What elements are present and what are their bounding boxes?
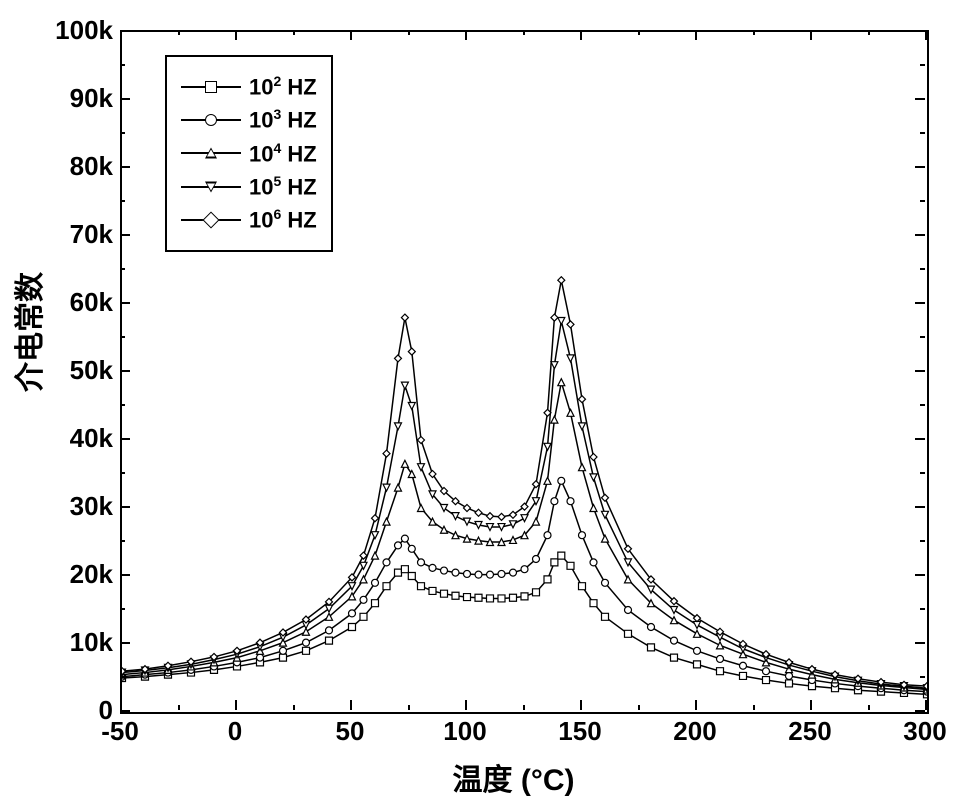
y-tick-label: 30k	[45, 491, 113, 522]
legend-item: 103 HZ	[181, 106, 317, 133]
y-tick-label: 50k	[45, 355, 113, 386]
y-axis-label: 介电常数	[5, 362, 49, 392]
y-tick-label: 70k	[45, 219, 113, 250]
x-tick-label: 300	[900, 716, 950, 747]
x-tick-label: 100	[440, 716, 490, 747]
y-tick-label: 40k	[45, 423, 113, 454]
x-tick-label: 0	[210, 716, 260, 747]
chart-container: 介电常数 温度 (°C) 102 HZ 103 HZ 104 HZ 105 HZ 106…	[0, 0, 974, 811]
y-tick-label: 0	[45, 695, 113, 726]
legend-label: 105 HZ	[249, 173, 317, 200]
legend: 102 HZ 103 HZ 104 HZ 105 HZ 106 HZ	[165, 55, 333, 252]
legend-label: 103 HZ	[249, 106, 317, 133]
y-tick-label: 10k	[45, 627, 113, 658]
y-tick-label: 90k	[45, 83, 113, 114]
legend-label: 102 HZ	[249, 73, 317, 100]
legend-item: 106 HZ	[181, 206, 317, 233]
legend-item: 104 HZ	[181, 140, 317, 167]
y-tick-label: 80k	[45, 151, 113, 182]
x-tick-label: 250	[785, 716, 835, 747]
x-tick-label: 200	[670, 716, 720, 747]
legend-item: 102 HZ	[181, 73, 317, 100]
legend-item: 105 HZ	[181, 173, 317, 200]
x-tick-label: 150	[555, 716, 605, 747]
y-tick-label: 100k	[45, 15, 113, 46]
y-tick-label: 60k	[45, 287, 113, 318]
x-axis-label: 温度 (°C)	[453, 755, 575, 799]
x-tick-label: 50	[325, 716, 375, 747]
y-tick-label: 20k	[45, 559, 113, 590]
legend-label: 106 HZ	[249, 206, 317, 233]
legend-label: 104 HZ	[249, 140, 317, 167]
series-line	[122, 481, 927, 692]
series-line	[122, 280, 927, 686]
